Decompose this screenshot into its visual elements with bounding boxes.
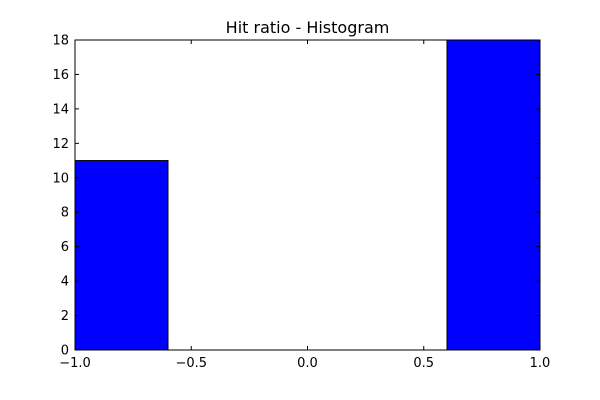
- y-tick-label: 4: [61, 275, 69, 290]
- y-tick-label: 14: [52, 102, 69, 117]
- y-axis: 0 2 4 6 8 10 12 14 16 18: [52, 34, 540, 359]
- plot-frame: [74, 39, 541, 351]
- x-axis: −1.0 −0.5 0.0 0.5 1.0: [59, 40, 550, 371]
- y-tick-label: 8: [61, 206, 69, 221]
- x-tick-label: 0.5: [413, 356, 434, 371]
- y-tick-label: 2: [61, 309, 69, 324]
- x-tick-label: 0.0: [297, 356, 318, 371]
- chart-title: Hit ratio - Histogram: [226, 18, 390, 37]
- y-tick-label: 0: [61, 344, 69, 359]
- y-tick-label: 6: [61, 240, 69, 255]
- histogram-bar: [74, 160, 169, 351]
- x-tick-label: 1.0: [530, 356, 551, 371]
- x-tick-label: −0.5: [175, 356, 207, 371]
- x-tick-label: −1.0: [59, 356, 91, 371]
- histogram-bar: [446, 39, 541, 351]
- y-tick-label: 16: [52, 68, 69, 83]
- y-tick-label: 12: [52, 137, 69, 152]
- y-tick-label: 10: [52, 171, 69, 186]
- bars-group: [74, 39, 541, 351]
- y-tick-label: 18: [52, 34, 69, 49]
